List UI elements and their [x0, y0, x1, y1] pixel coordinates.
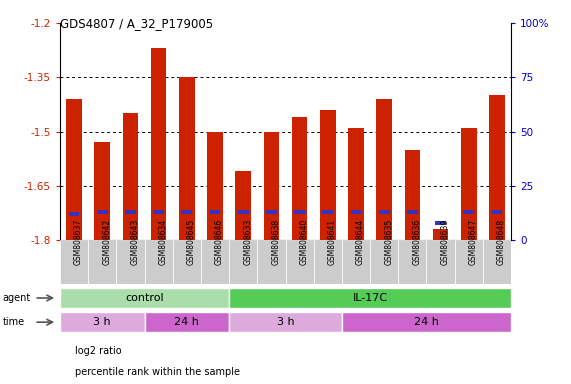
- Bar: [125, 210, 136, 214]
- Text: GSM808634: GSM808634: [159, 219, 168, 265]
- Bar: [229, 240, 258, 284]
- Text: GSM808638: GSM808638: [271, 219, 280, 265]
- Text: GSM808633: GSM808633: [243, 219, 252, 265]
- Bar: [179, 77, 195, 240]
- Text: GDS4807 / A_32_P179005: GDS4807 / A_32_P179005: [60, 17, 213, 30]
- Bar: [483, 240, 511, 284]
- Bar: [116, 240, 144, 284]
- Bar: [97, 210, 108, 214]
- Bar: [292, 117, 307, 240]
- Text: GSM808641: GSM808641: [328, 219, 337, 265]
- Bar: [173, 240, 201, 284]
- Text: GSM808645: GSM808645: [187, 219, 196, 265]
- Bar: [342, 240, 370, 284]
- Bar: [123, 113, 138, 240]
- Bar: [435, 221, 446, 225]
- Bar: [455, 240, 483, 284]
- Text: GSM808644: GSM808644: [356, 219, 365, 265]
- Bar: [370, 240, 399, 284]
- Bar: [207, 131, 223, 240]
- Text: 24 h: 24 h: [174, 317, 199, 327]
- Bar: [258, 240, 286, 284]
- Text: GSM808642: GSM808642: [102, 219, 111, 265]
- Text: GSM808635: GSM808635: [384, 219, 393, 265]
- Bar: [182, 210, 192, 214]
- Text: control: control: [125, 293, 164, 303]
- Text: GSM808639: GSM808639: [441, 219, 449, 265]
- Bar: [379, 210, 389, 214]
- Bar: [313, 240, 342, 284]
- Bar: [66, 99, 82, 240]
- Text: GSM808636: GSM808636: [412, 219, 421, 265]
- Text: GSM808637: GSM808637: [74, 219, 83, 265]
- Bar: [348, 128, 364, 240]
- Text: GSM808640: GSM808640: [300, 219, 308, 265]
- Bar: [342, 312, 511, 332]
- Bar: [201, 240, 229, 284]
- Bar: [376, 99, 392, 240]
- Bar: [60, 312, 144, 332]
- Bar: [264, 131, 279, 240]
- Bar: [433, 229, 448, 240]
- Text: 24 h: 24 h: [414, 317, 439, 327]
- Text: 3 h: 3 h: [277, 317, 294, 327]
- Bar: [151, 48, 166, 240]
- Bar: [286, 240, 313, 284]
- Bar: [60, 288, 229, 308]
- Bar: [492, 210, 502, 214]
- Bar: [229, 312, 342, 332]
- Text: agent: agent: [3, 293, 31, 303]
- Bar: [144, 312, 229, 332]
- Text: 3 h: 3 h: [94, 317, 111, 327]
- Text: IL-17C: IL-17C: [352, 293, 388, 303]
- Text: GSM808646: GSM808646: [215, 219, 224, 265]
- Text: percentile rank within the sample: percentile rank within the sample: [75, 367, 240, 377]
- Bar: [144, 240, 173, 284]
- Bar: [153, 210, 164, 214]
- Bar: [235, 171, 251, 240]
- Bar: [69, 212, 79, 216]
- Bar: [238, 210, 248, 214]
- Text: time: time: [3, 317, 25, 327]
- Text: GSM808648: GSM808648: [497, 219, 506, 265]
- Text: log2 ratio: log2 ratio: [75, 346, 122, 356]
- Bar: [463, 210, 474, 214]
- Bar: [320, 110, 336, 240]
- Bar: [461, 128, 477, 240]
- Bar: [266, 210, 277, 214]
- Bar: [88, 240, 116, 284]
- Bar: [60, 240, 88, 284]
- Text: GSM808643: GSM808643: [130, 219, 139, 265]
- Bar: [323, 210, 333, 214]
- Bar: [351, 210, 361, 214]
- Bar: [294, 210, 305, 214]
- Bar: [407, 210, 418, 214]
- Bar: [210, 210, 220, 214]
- Bar: [489, 95, 505, 240]
- Text: GSM808647: GSM808647: [469, 219, 478, 265]
- Bar: [94, 142, 110, 240]
- Bar: [399, 240, 427, 284]
- Bar: [229, 288, 511, 308]
- Bar: [405, 150, 420, 240]
- Bar: [427, 240, 455, 284]
